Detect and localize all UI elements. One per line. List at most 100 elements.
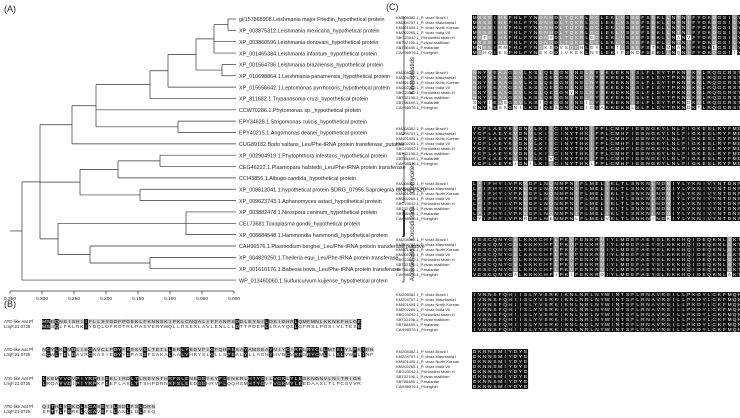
tree-leaf-label: EPY40215.1.Angomonas deanei_hypothetical… [239,131,367,137]
align-c-residue-shade [507,80,513,85]
align-c-residue: L [560,40,563,46]
tree-leaf-label: XP_001465384.Leishmania infantum_hypothe… [239,51,377,57]
align-b-ruler-dot: . [210,341,211,346]
align-c-residue: S [636,75,639,81]
align-c-residue-shade [543,146,549,151]
align-c-residue-shade [487,146,493,151]
align-c-residue-shade [487,70,493,75]
align-c-residue-shade [737,131,740,136]
align-b-residue: G [198,381,202,387]
align-c-residue: N [672,20,676,26]
align-b-residue: L [333,381,336,387]
align-b-residue: R [345,376,349,382]
align-c-residue-shade [477,75,483,80]
align-c-residue: M [666,45,670,51]
align-c-residue: E [498,141,501,147]
align-c-residue: Y [570,131,574,137]
align-c-residue-shade [487,131,493,136]
align-c-residue-shade [538,15,544,20]
align-c-residue: A [493,126,497,132]
align-b-residue: L [249,352,252,358]
align-b-residue-shade [88,352,93,358]
align-c-residue-shade [472,131,478,136]
align-b-residue-shade [189,347,194,353]
align-c-residue-shade [635,136,641,141]
align-c-residue: G [519,161,523,167]
align-b-residue: L [127,409,130,415]
align-c-residue: T [565,15,568,21]
align-c-residue: G [554,100,558,106]
align-c-residue-shade [625,25,631,30]
align-c-residue: L [733,35,736,41]
align-b-residue-shade [126,376,131,382]
align-c-residue-shade [701,95,707,100]
align-b-residue: F [219,376,222,382]
align-b-residue: M [290,352,294,358]
align-c-residue-shade [594,15,600,20]
align-b-residue: Y [198,352,202,358]
align-c-residue-shade [645,151,651,156]
align-c-residue-shade [517,100,523,105]
align-c-residue: V [519,90,523,96]
align-b-residue-shade [130,404,135,410]
align-b-residue: A [240,347,244,353]
align-c-residue-shade [528,95,534,100]
align-b-residue-shade [126,409,131,415]
align-b-residue: I [350,376,351,382]
align-b-residue-shade [79,319,84,325]
align-c-residue: G [651,126,655,132]
align-c-residue-shade [487,90,493,95]
align-b-residue: M [252,347,256,353]
align-b-residue: E [215,324,219,330]
align-b-residue: H [76,319,80,325]
align-c-residue-shade [670,136,676,141]
align-c-residue: H [580,151,584,157]
align-c-residue: I [561,136,562,142]
align-c-residue-shade [625,45,631,50]
align-c-residue: L [616,35,619,41]
align-c-residue-shade [732,141,738,146]
align-c-residue-shade [696,136,702,141]
align-c-residue: K [708,15,712,21]
align-c-residue: K [621,100,625,106]
align-c-residue: S [514,70,517,76]
align-c-residue: F [488,216,491,222]
align-c-residue-shade [568,95,574,100]
align-c-residue: Y [483,80,487,86]
align-b-residue: E [349,324,353,330]
align-c-residue: E [488,25,491,31]
align-b-residue: H [206,381,210,387]
align-c-residue: Y [595,90,599,96]
align-c-residue: H [514,45,518,51]
align-c-residue-shade [701,105,707,110]
align-c-residue: A [504,95,508,101]
align-c-residue: S [657,70,660,76]
align-b-ruler-dot: . [42,313,43,318]
align-c-residue-shade [523,50,529,55]
align-c-residue: Y [595,45,599,51]
align-c-residue: E [493,85,496,91]
align-c-residue-shade [487,45,493,50]
align-c-residue: L [534,131,537,137]
align-c-residue-shade [538,20,544,25]
align-c-residue-shade [548,25,554,30]
align-c-residue: K [585,126,589,132]
align-c-residue: K [611,70,615,76]
align-c-residue: L [662,25,665,31]
align-c-residue-shade [609,70,615,75]
align-c-residue: S [498,105,501,111]
align-b-residue: A [248,347,252,353]
align-c-residue-shade [553,85,559,90]
align-c-residue: E [636,30,639,36]
align-c-residue: L [667,151,670,157]
align-b-residue: A [139,324,143,330]
align-c-residue: L [652,85,655,91]
align-b-residue: F [64,409,67,415]
align-b-residue: L [253,352,256,358]
align-b-residue: H [345,319,349,325]
align-b-residue-shade [172,376,177,382]
align-c-residue: T [565,25,568,31]
align-c-residue-shade [523,156,529,161]
align-b-residue-shade [117,376,122,382]
